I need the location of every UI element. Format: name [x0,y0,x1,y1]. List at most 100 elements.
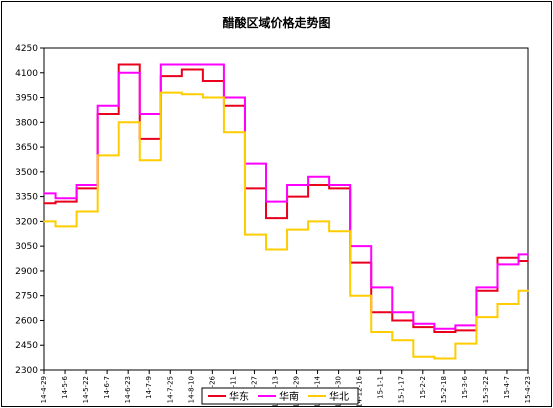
y-tick-label: 2450 [15,341,38,351]
series-1-point [106,104,109,107]
series-0-point [190,68,193,71]
series-2-point [527,289,529,292]
series-group [43,63,529,360]
series-0-point [211,80,214,82]
series-2-point [253,233,256,236]
x-tick-label: 15-4-7 [503,376,511,399]
series-1-point [232,96,235,99]
series-2-point [463,342,466,345]
series-1-point [421,322,424,325]
series-0-point [295,195,298,198]
y-tick-label: 3200 [15,217,38,227]
series-0-point [442,331,445,333]
series-2-point [169,91,172,94]
series-0-point [316,184,319,186]
series-1-point [295,184,298,186]
series-0-point [43,202,45,205]
y-tick-label: 3650 [15,143,38,153]
y-tick-label: 2750 [15,292,38,302]
legend-label-2: 华北 [329,390,349,403]
legend: 华东 华南 华北 [201,387,359,405]
x-tick-label: 15-3-22 [482,376,490,403]
y-tick-label: 2900 [15,267,38,277]
series-0-point [527,260,529,262]
x-tick-label: 14-8-10 [187,376,195,403]
legend-label-1: 华南 [279,390,299,403]
series-2-point [211,96,214,99]
x-tick-label: 14-6-7 [103,376,111,399]
series-0-point [400,319,403,322]
series-2-point [506,303,508,305]
series-2-point [106,154,109,157]
series-1-point [506,263,508,266]
series-1-point [379,286,382,289]
series-0-point [337,187,340,190]
series-2-point [485,316,487,319]
series-1-point [274,200,277,203]
series-0-point [274,217,277,219]
y-tick-label: 3950 [15,94,38,104]
series-2-point [442,357,445,360]
series-2-point [274,248,277,251]
series-1-point [211,63,214,66]
series-2-point [43,220,45,223]
series-0-point [358,261,361,264]
series-1-point [337,184,340,186]
x-tick-label: 15-3-6 [461,375,469,398]
x-tick-label: 14-4-29 [40,376,48,403]
x-tick-label: 15-1-17 [398,376,406,403]
x-tick-label: 14-12-16 [356,375,364,407]
series-0-point [64,200,66,203]
series-1-point [169,63,172,66]
series-1-point [485,286,487,289]
series-2-point [85,210,87,213]
series-1-point [148,113,151,115]
x-tick-label: 14-5-6 [61,375,69,398]
series-1-point [400,311,403,314]
series-1-point [43,192,45,195]
series-2-point [400,339,403,342]
series-0-point [85,187,87,190]
series-0-point [379,311,382,314]
chart-title: 醋酸区域价格走势图 [222,16,331,30]
y-tick-label: 4250 [15,44,38,54]
series-2-point [190,93,193,96]
y-tick-label: 3500 [15,168,38,178]
plot-border [43,47,529,371]
y-tick-label: 3050 [15,242,38,252]
series-1-point [358,245,361,248]
x-tick-label: 14-7-25 [166,376,174,403]
legend-box [201,387,359,405]
series-2-point [295,228,298,231]
series-1-point [64,197,66,200]
x-tick-label: 15-4-23 [524,376,532,403]
series-0-point [106,113,109,115]
x-tick-label: 15-2-2 [419,376,427,399]
series-2-point [358,294,361,297]
plot-area [43,47,529,371]
series-0-point [253,187,256,190]
series-0-point [463,329,466,332]
x-tick-label: 14-7-9 [145,376,153,399]
series-line-2 [44,91,528,360]
series-0-point [485,289,487,292]
y-axis: 2300 2450 2600 2750 2900 3050 3200 3350 3500 3650… [15,44,44,376]
y-tick-label: 4100 [15,69,38,79]
y-tick-label: 2600 [15,316,38,326]
series-2-point [316,220,319,223]
series-1-point [127,71,130,74]
x-tick-label: 14-6-23 [124,376,132,403]
series-1-point [442,327,445,330]
series-1-point [253,162,256,165]
y-tick-label: 3800 [15,118,38,128]
series-2-point [421,355,424,358]
legend-label-0: 华东 [229,390,249,403]
series-0-point [232,104,235,107]
x-tick-label: 14-5-22 [82,376,90,403]
series-0-point [506,256,508,259]
series-2-point [232,131,235,134]
y-tick-label: 2300 [15,366,38,376]
series-0-point [127,63,130,66]
series-1-point [190,63,193,66]
